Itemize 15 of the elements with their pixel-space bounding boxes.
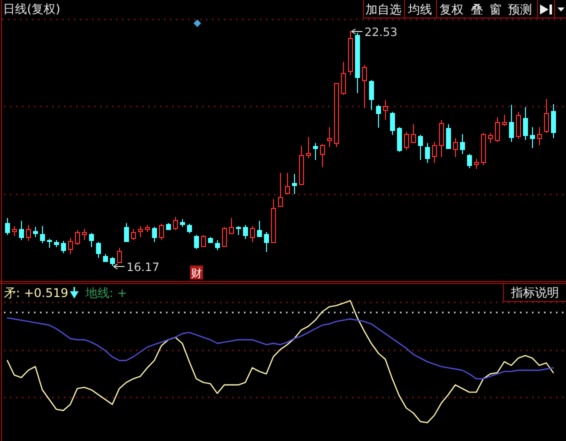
label: 加自选 (366, 2, 402, 16)
label: 复权 (440, 2, 464, 16)
label: 均线 (408, 2, 432, 16)
label: 窗 (490, 2, 502, 16)
label: 预测 (508, 2, 532, 16)
annotation: 16.17 (126, 260, 160, 274)
title: 日线(复权) (3, 2, 60, 16)
event-tag: 财 (190, 266, 203, 280)
label: 指标说明 (511, 286, 559, 300)
annotation: 22.53 (364, 25, 398, 39)
header-note: 地线: + (85, 286, 128, 300)
price-label: 22.53 (351, 25, 398, 39)
header-value: 矛: +0.519 (4, 286, 68, 300)
price-label: 16.17 (113, 260, 160, 274)
label: 叠 (471, 2, 483, 16)
